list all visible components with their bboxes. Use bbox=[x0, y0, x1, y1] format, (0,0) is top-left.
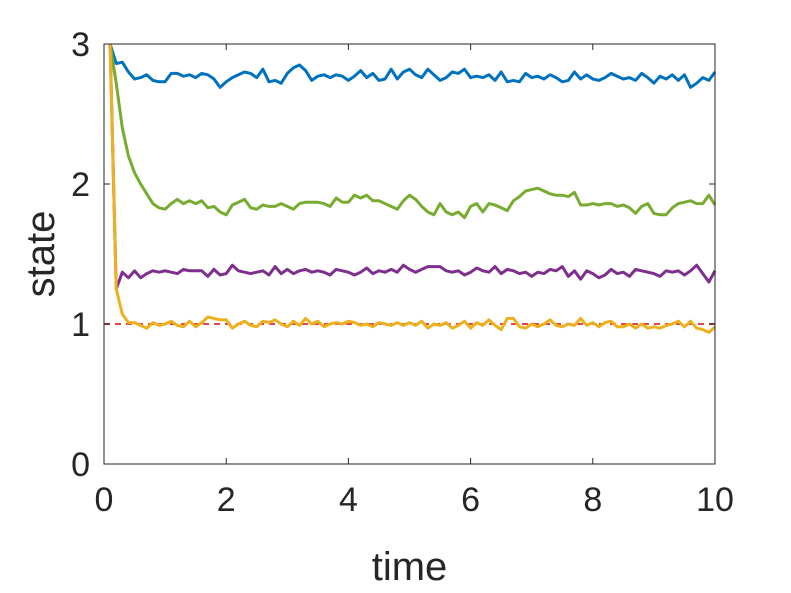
x-tick-label: 8 bbox=[583, 481, 602, 519]
series-layer bbox=[108, 43, 717, 334]
x-tick-label: 0 bbox=[95, 481, 114, 519]
y-tick-label: 3 bbox=[71, 26, 90, 64]
x-axis-label: time bbox=[372, 545, 448, 589]
series-line-1 bbox=[108, 43, 717, 89]
x-tick-label: 6 bbox=[461, 481, 480, 519]
y-axis-label: state bbox=[19, 211, 63, 298]
series-line-3 bbox=[108, 43, 717, 291]
y-tick-label: 2 bbox=[71, 166, 90, 204]
axes-box bbox=[103, 43, 716, 465]
x-tick-label: 2 bbox=[217, 481, 236, 519]
plot-area bbox=[104, 44, 715, 464]
plot-background bbox=[104, 44, 715, 464]
x-tick-label: 4 bbox=[339, 481, 358, 519]
series-line-2 bbox=[108, 43, 717, 220]
series-line-4 bbox=[108, 43, 717, 334]
x-tick-label: 10 bbox=[696, 481, 734, 519]
axes-layer bbox=[103, 43, 716, 465]
y-tick-label: 0 bbox=[71, 446, 90, 484]
y-tick-label: 1 bbox=[71, 306, 90, 344]
ticks-layer: 0 2 4 6 8 10 0 1 2 3 bbox=[71, 26, 734, 519]
